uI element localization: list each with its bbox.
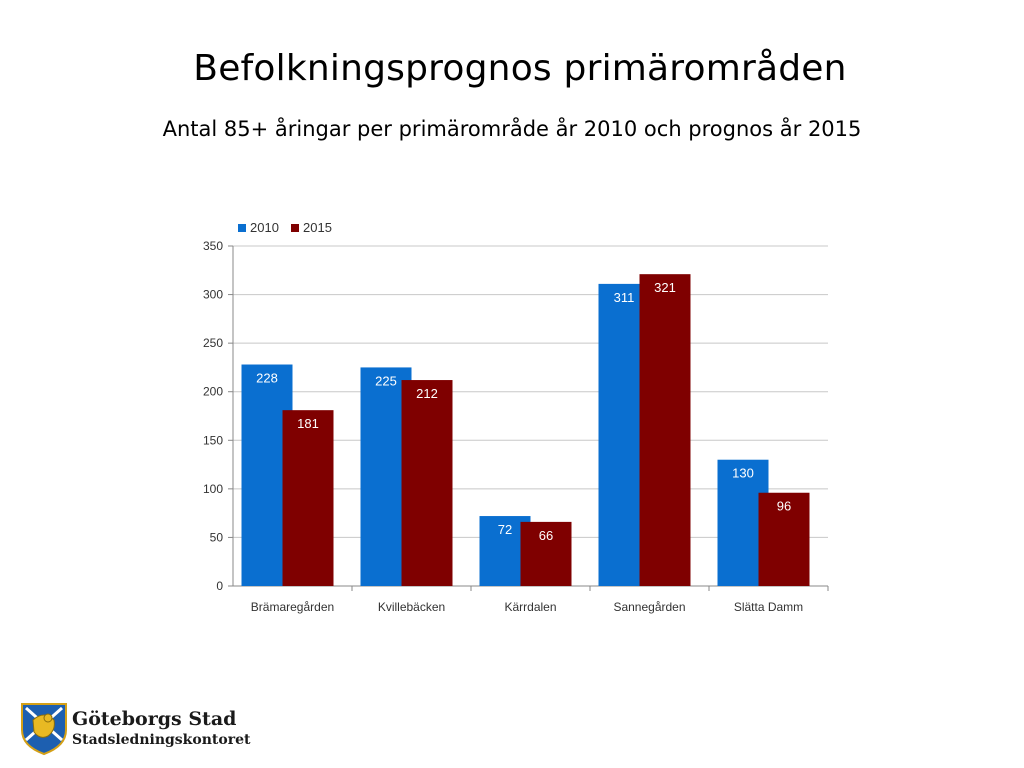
bar-2015 <box>520 521 572 586</box>
x-tick-label: Kvillebäcken <box>378 600 445 614</box>
y-tick-label: 200 <box>203 385 223 399</box>
logo-org-name: Göteborgs Stad <box>72 708 237 730</box>
x-tick-label: Slätta Damm <box>734 600 803 614</box>
x-tick-label: Brämaregården <box>251 600 334 614</box>
data-label: 212 <box>416 386 438 401</box>
goteborgs-stad-logo-icon <box>21 703 67 756</box>
legend-swatch-2015 <box>291 224 299 232</box>
data-label: 72 <box>498 522 512 537</box>
legend-label: 2010 <box>250 220 279 235</box>
data-label: 225 <box>375 373 397 388</box>
bar-2015 <box>401 380 453 586</box>
x-tick-label: Sannegården <box>613 600 685 614</box>
slide-subtitle: Antal 85+ åringar per primärområde år 20… <box>162 117 862 141</box>
y-tick-label: 350 <box>203 239 223 253</box>
legend-swatch-2010 <box>238 224 246 232</box>
data-label: 130 <box>732 466 754 481</box>
y-tick-label: 0 <box>216 579 223 593</box>
data-label: 321 <box>654 280 676 295</box>
data-label: 66 <box>539 528 553 543</box>
bar-2015 <box>282 410 334 586</box>
data-label: 228 <box>256 371 278 386</box>
legend-label: 2015 <box>303 220 332 235</box>
y-tick-label: 250 <box>203 336 223 350</box>
x-tick-label: Kärrdalen <box>504 600 556 614</box>
y-tick-label: 150 <box>203 433 223 447</box>
slide-title: Befolkningsprognos primärområden <box>193 48 847 89</box>
y-tick-label: 300 <box>203 288 223 302</box>
y-tick-label: 50 <box>210 530 224 544</box>
bar-2015 <box>758 492 810 586</box>
data-label: 181 <box>297 416 319 431</box>
logo-department: Stadsledningskontoret <box>72 732 251 748</box>
data-label: 96 <box>777 499 791 514</box>
bar-2015 <box>639 274 691 586</box>
data-label: 311 <box>614 290 635 305</box>
y-tick-label: 100 <box>203 482 223 496</box>
